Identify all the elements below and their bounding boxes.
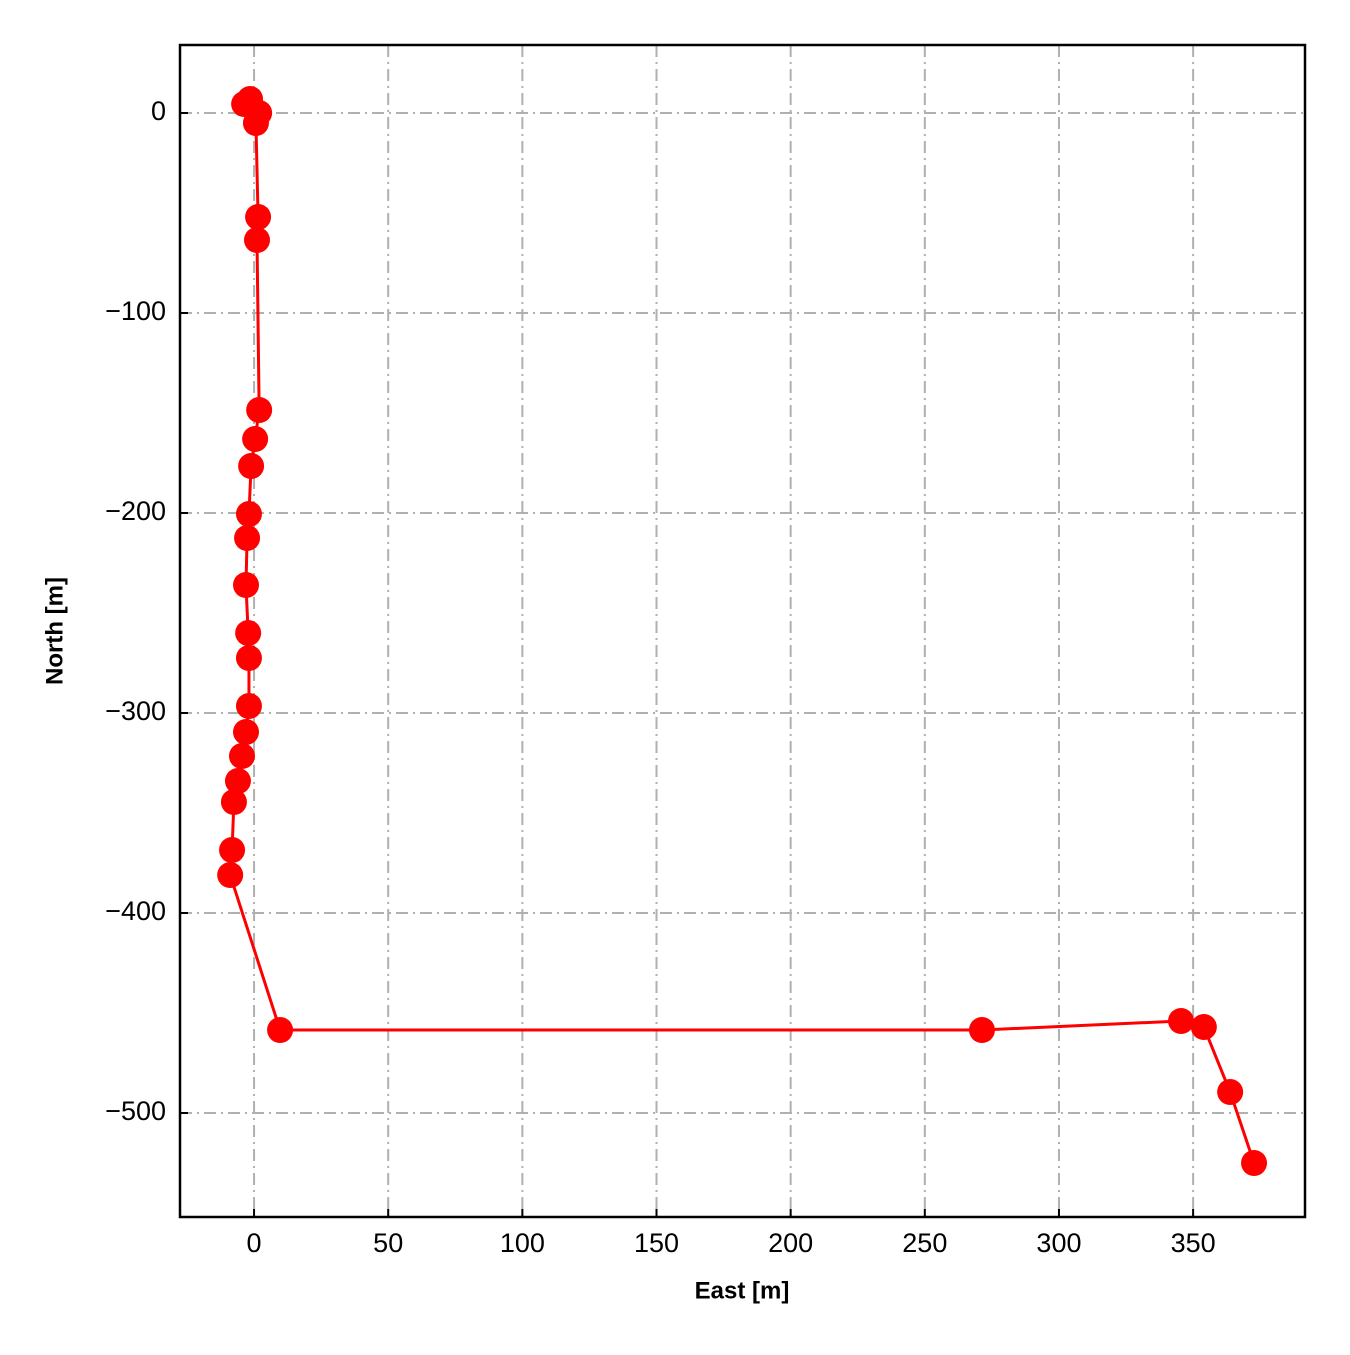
x-tick-label: 350 bbox=[1171, 1228, 1216, 1258]
point bbox=[220, 789, 247, 815]
point bbox=[235, 620, 262, 646]
x-tick-label: 250 bbox=[902, 1228, 947, 1258]
point bbox=[235, 501, 262, 527]
point bbox=[234, 525, 261, 551]
point bbox=[238, 453, 265, 479]
point bbox=[228, 743, 255, 769]
point bbox=[233, 572, 260, 598]
x-axis-label: East [m] bbox=[695, 1277, 790, 1304]
point bbox=[219, 837, 246, 863]
x-tick-label: 200 bbox=[768, 1228, 813, 1258]
y-tick-label: −500 bbox=[105, 1096, 166, 1126]
point bbox=[1190, 1014, 1217, 1040]
x-tick-label: 300 bbox=[1036, 1228, 1081, 1258]
point bbox=[233, 719, 260, 745]
point bbox=[267, 1017, 294, 1043]
x-tick-label: 150 bbox=[634, 1228, 679, 1258]
y-tick-label: −100 bbox=[105, 296, 166, 326]
point bbox=[235, 645, 262, 671]
point bbox=[245, 204, 272, 230]
x-tick-label: 0 bbox=[247, 1228, 262, 1258]
plot-frame bbox=[178, 43, 1307, 1219]
point bbox=[242, 426, 269, 452]
line bbox=[228, 97, 1256, 1164]
point bbox=[224, 768, 251, 794]
x-tick-label: 50 bbox=[373, 1228, 403, 1258]
y-axis-label: North [m] bbox=[41, 577, 68, 685]
y-tick-label: −200 bbox=[105, 496, 166, 526]
point bbox=[217, 862, 244, 888]
y-tick-label: −300 bbox=[105, 696, 166, 726]
point bbox=[1241, 1150, 1268, 1176]
point bbox=[968, 1017, 995, 1043]
point bbox=[244, 227, 271, 253]
y-tick-label: 0 bbox=[151, 96, 166, 126]
x-tick-label: 100 bbox=[500, 1228, 545, 1258]
point bbox=[1217, 1079, 1244, 1105]
point bbox=[235, 693, 262, 719]
point bbox=[246, 397, 273, 423]
point bbox=[242, 110, 269, 136]
y-tick-label: −400 bbox=[105, 896, 166, 926]
point bbox=[1168, 1008, 1195, 1034]
